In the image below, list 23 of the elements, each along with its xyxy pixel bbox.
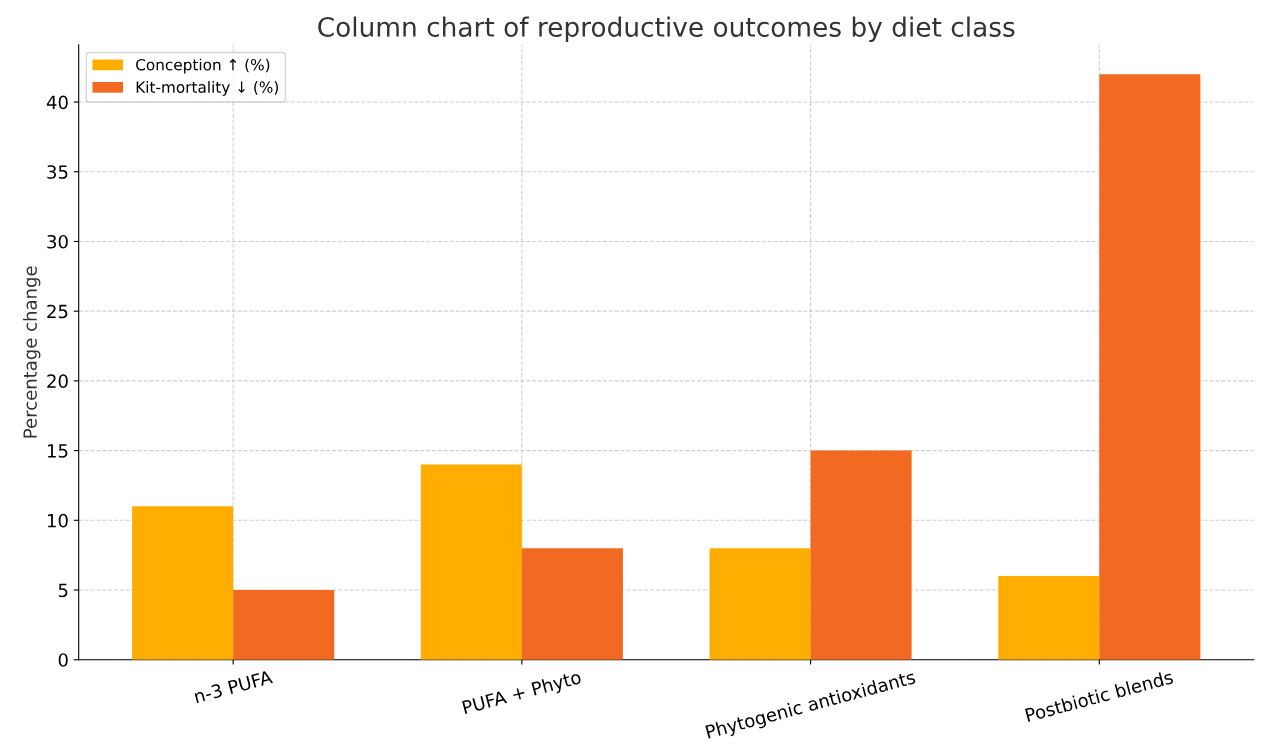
bar (709, 548, 811, 660)
y-tick-label: 10 (47, 513, 68, 528)
legend-label: Kit-mortality ↓ (%) (136, 81, 278, 96)
y-tick-label: 20 (47, 374, 68, 389)
x-tick-label: n-3 PUFA (193, 669, 274, 704)
bar (810, 450, 912, 660)
bar (233, 590, 335, 660)
x-tick-label: PUFA + Phyto (461, 669, 583, 718)
bar (420, 464, 522, 660)
y-tick-label: 25 (47, 304, 68, 319)
bar (998, 576, 1100, 660)
legend-label: Conception ↑ (%) (136, 58, 270, 74)
y-tick-label: 30 (47, 234, 68, 249)
chart-title: Column chart of reproductive outcomes by diet class (318, 16, 1015, 43)
y-tick-label: 0 (58, 653, 68, 667)
y-tick-label: 35 (47, 165, 68, 179)
bar (521, 548, 623, 660)
y-axis-title: Percentage change (22, 266, 41, 438)
y-tick-label: 40 (46, 95, 68, 110)
y-tick-label: 15 (47, 444, 68, 458)
bar (1099, 74, 1201, 660)
bar (132, 506, 234, 660)
y-tick-label: 5 (58, 583, 68, 598)
